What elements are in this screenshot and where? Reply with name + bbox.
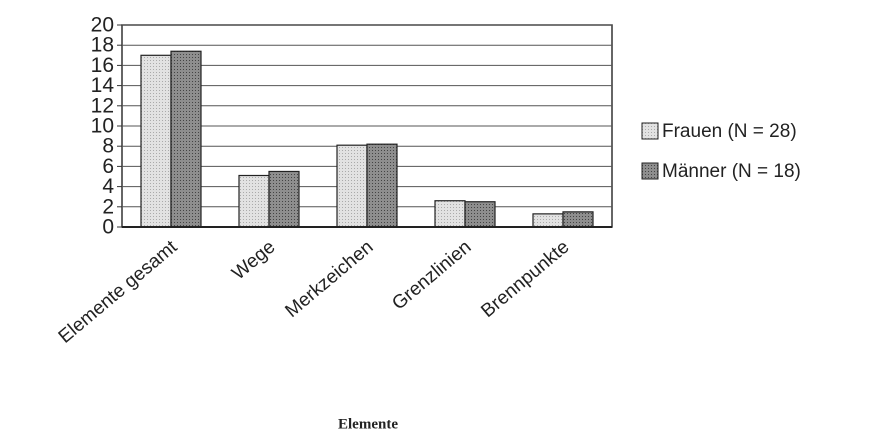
- y-tick-label: 2: [102, 195, 114, 218]
- legend-swatch: [641, 162, 659, 180]
- bar: [238, 174, 270, 228]
- x-tick-label: Elemente gesamt: [55, 236, 182, 348]
- legend-label: Männer (N = 18): [662, 161, 801, 182]
- bar: [336, 144, 368, 228]
- y-tick-label: 20: [91, 14, 114, 37]
- y-tick-label: 10: [91, 115, 114, 138]
- bar: [140, 54, 172, 228]
- y-tick-label: 12: [91, 94, 114, 117]
- legend-label: Frauen (N = 28): [662, 121, 797, 142]
- bar: [464, 201, 496, 228]
- bar: [434, 200, 466, 228]
- bar: [170, 50, 202, 228]
- x-tick-label: Grenzlinien: [388, 237, 475, 315]
- bar: [268, 170, 300, 228]
- y-tick-label: 8: [102, 135, 114, 158]
- y-tick-label: 4: [102, 175, 114, 198]
- x-tick-label: Wege: [228, 237, 279, 285]
- bar: [532, 213, 564, 228]
- x-tick-label: Merkzeichen: [281, 237, 377, 322]
- bar: [366, 143, 398, 228]
- legend-swatch: [641, 122, 659, 140]
- y-tick-label: 6: [102, 155, 114, 178]
- bar: [562, 211, 594, 228]
- y-tick-label: 16: [91, 54, 114, 77]
- x-axis-title: Elemente: [338, 416, 398, 432]
- y-tick-label: 0: [102, 216, 114, 239]
- x-tick-label: Brennpunkte: [477, 237, 573, 322]
- y-tick-label: 14: [91, 74, 115, 97]
- y-tick-label: 18: [91, 34, 114, 57]
